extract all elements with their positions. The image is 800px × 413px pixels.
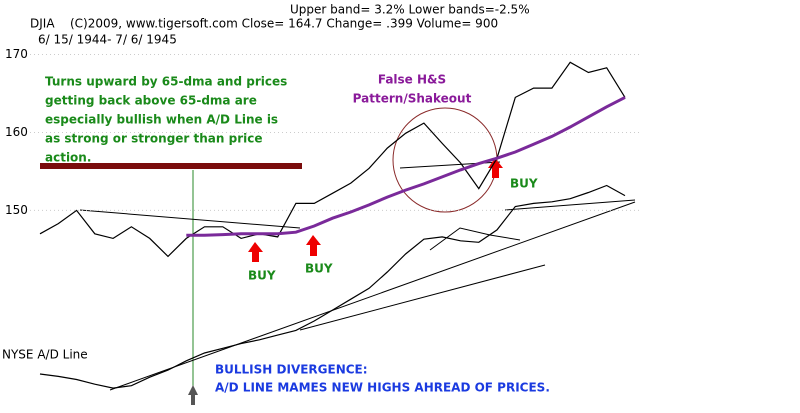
arrow (248, 242, 263, 262)
chart-title: (C)2009, www.tigersoft.com Close= 164.7 … (70, 17, 498, 31)
hs-circle (392, 107, 498, 213)
series-line (39, 61, 626, 258)
buy-label: BUY (510, 177, 538, 191)
date-range: 6/ 15/ 1944- 7/ 6/ 1945 (38, 33, 177, 47)
annotation: especially bullish when A/D Line is (45, 113, 278, 127)
divider-bar (40, 163, 302, 169)
arrow (488, 158, 503, 178)
trend-line (79, 209, 301, 229)
buy-arrows (248, 158, 503, 262)
annotation: Turns upward by 65-dma and prices (45, 75, 287, 89)
series-line (186, 96, 626, 237)
series-line (39, 184, 626, 389)
ad-pattern (429, 227, 521, 251)
annotation: getting back above 65-dma are (45, 94, 257, 108)
y-tick-label: 150 (5, 203, 28, 217)
trend-line (504, 199, 636, 211)
ad-trend-line (109, 201, 636, 391)
annotation: BULLISH DIVERGENCE: (215, 363, 368, 377)
annotation: Pattern/Shakeout (353, 92, 472, 106)
buy-label: BUY (248, 269, 276, 283)
annotation: action. (45, 151, 91, 165)
arrow (306, 235, 321, 256)
subtitle: Upper band= 3.2% Lower bands=-2.5% (290, 3, 530, 17)
up-arrow (188, 385, 198, 405)
annotation: False H&S (378, 73, 446, 87)
y-tick-label: 170 (5, 47, 28, 61)
ticker: DJIA (30, 17, 55, 31)
ad-trend-line (299, 264, 546, 331)
ad-label: NYSE A/D Line (2, 348, 88, 362)
y-tick-label: 160 (5, 125, 28, 139)
annotation: A/D LINE MAMES NEW HIGHS AHREAD OF PRICE… (215, 381, 550, 395)
buy-label: BUY (305, 262, 333, 276)
annotation: as strong or stronger than price (45, 132, 263, 146)
